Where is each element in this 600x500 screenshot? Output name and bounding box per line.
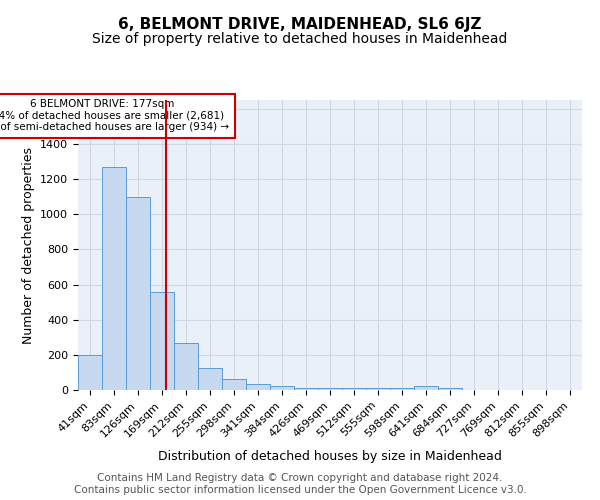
- Bar: [414, 386, 438, 390]
- Bar: [366, 388, 390, 390]
- X-axis label: Distribution of detached houses by size in Maidenhead: Distribution of detached houses by size …: [158, 450, 502, 463]
- Bar: [174, 342, 198, 390]
- Bar: [318, 388, 342, 390]
- Bar: [198, 368, 222, 390]
- Bar: [270, 386, 294, 390]
- Bar: [438, 388, 462, 390]
- Y-axis label: Number of detached properties: Number of detached properties: [22, 146, 35, 344]
- Text: 6 BELMONT DRIVE: 177sqm
← 74% of detached houses are smaller (2,681)
26% of semi: 6 BELMONT DRIVE: 177sqm ← 74% of detache…: [0, 99, 230, 132]
- Bar: [342, 388, 366, 390]
- Bar: [246, 384, 270, 390]
- Bar: [78, 355, 102, 390]
- Bar: [150, 292, 174, 390]
- Bar: [294, 388, 318, 390]
- Text: Size of property relative to detached houses in Maidenhead: Size of property relative to detached ho…: [92, 32, 508, 46]
- Bar: [222, 379, 246, 390]
- Text: Contains HM Land Registry data © Crown copyright and database right 2024.
Contai: Contains HM Land Registry data © Crown c…: [74, 474, 526, 495]
- Bar: [390, 388, 414, 390]
- Bar: [126, 196, 150, 390]
- Text: 6, BELMONT DRIVE, MAIDENHEAD, SL6 6JZ: 6, BELMONT DRIVE, MAIDENHEAD, SL6 6JZ: [118, 18, 482, 32]
- Bar: [102, 167, 126, 390]
